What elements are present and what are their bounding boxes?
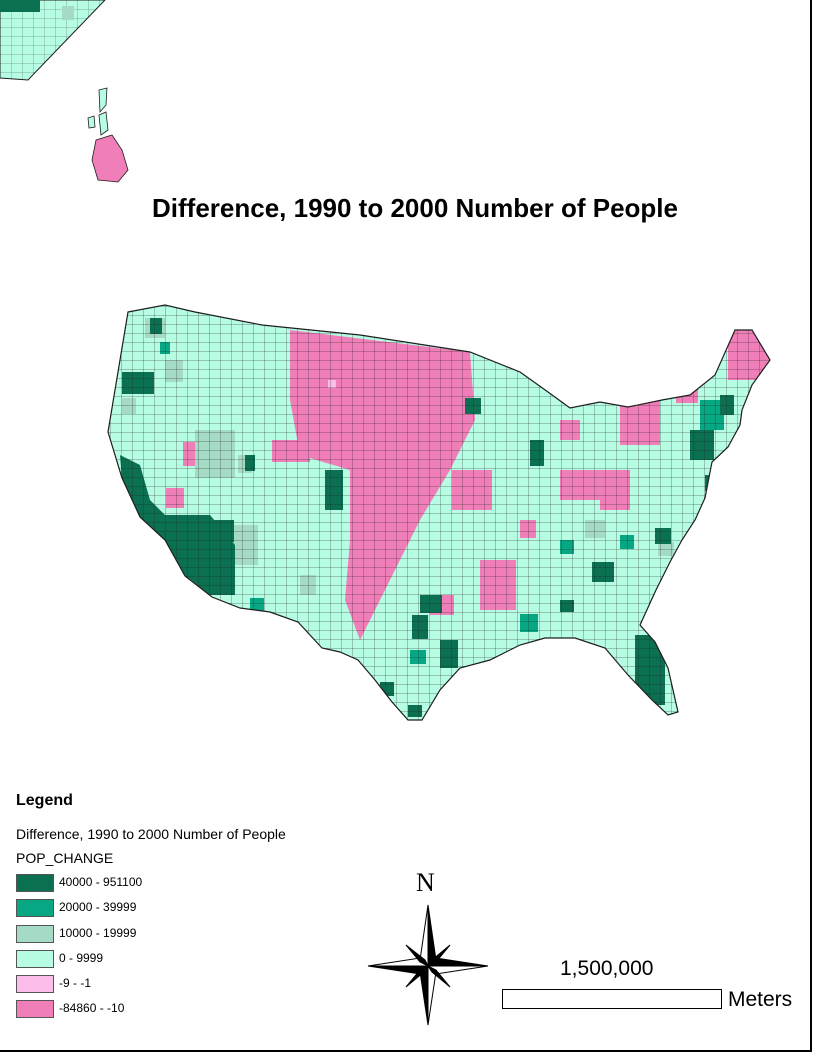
scale-unit: Meters bbox=[728, 988, 793, 1011]
legend-label: -84860 - -10 bbox=[59, 1001, 125, 1016]
legend-field-name: POP_CHANGE bbox=[16, 850, 114, 866]
legend-label: -9 - -1 bbox=[59, 976, 92, 991]
legend-layer-name: Difference, 1990 to 2000 Number of Peopl… bbox=[16, 826, 286, 842]
north-letter: N bbox=[416, 868, 435, 897]
map-title: Difference, 1990 to 2000 Number of Peopl… bbox=[152, 193, 678, 223]
legend-swatch bbox=[16, 975, 54, 994]
legend-label: 20000 - 39999 bbox=[59, 900, 137, 915]
legend-label: 10000 - 19999 bbox=[59, 925, 137, 940]
legend-heading: Legend bbox=[16, 792, 73, 809]
legend-label: 0 - 9999 bbox=[59, 950, 104, 965]
scale-bar bbox=[502, 989, 722, 1009]
legend-swatch bbox=[16, 924, 54, 943]
contiguous-us bbox=[107, 304, 771, 721]
legend-swatch bbox=[16, 899, 54, 918]
legend: Legend Difference, 1990 to 2000 Number o… bbox=[16, 792, 286, 1019]
alaska-region bbox=[0, 0, 106, 81]
north-arrow-icon bbox=[367, 904, 489, 1026]
legend-label: 40000 - 951100 bbox=[59, 875, 143, 889]
scale-value: 1,500,000 bbox=[560, 957, 654, 980]
legend-swatch bbox=[16, 949, 54, 968]
hawaii-region bbox=[87, 87, 129, 183]
legend-swatch bbox=[16, 1000, 54, 1019]
legend-swatch bbox=[16, 874, 54, 892]
